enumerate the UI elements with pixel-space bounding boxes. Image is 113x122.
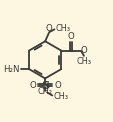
- Text: O: O: [54, 81, 60, 90]
- Text: S: S: [41, 81, 49, 91]
- Text: O: O: [45, 24, 52, 33]
- Text: O: O: [29, 81, 36, 90]
- Text: O: O: [67, 32, 74, 41]
- Text: O: O: [80, 46, 87, 55]
- Text: CH₃: CH₃: [76, 57, 91, 66]
- Text: CH₃: CH₃: [55, 24, 69, 33]
- Text: CH₂: CH₂: [37, 87, 52, 96]
- Text: H₂N: H₂N: [4, 65, 20, 74]
- Text: CH₃: CH₃: [53, 92, 68, 101]
